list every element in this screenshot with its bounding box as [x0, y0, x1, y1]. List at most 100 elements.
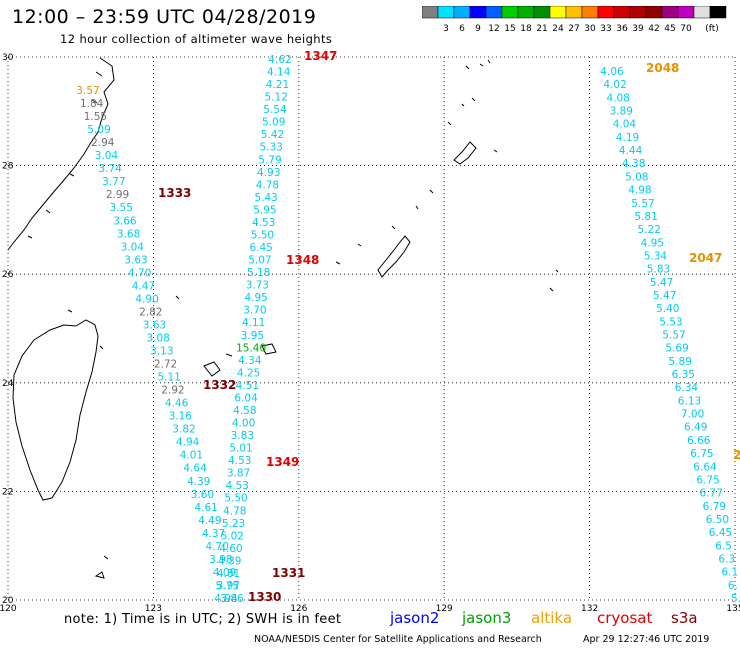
- wave-height-value: 4.53: [228, 455, 251, 467]
- wave-height-value: 4.58: [233, 405, 256, 417]
- wave-height-value: 6.50: [706, 514, 729, 526]
- wave-height-value: 3.55: [110, 202, 133, 214]
- legend-jason3: jason3: [462, 609, 512, 627]
- wave-height-value: 4.19: [616, 132, 639, 144]
- colorbar-label: 6: [459, 24, 465, 34]
- wave-height-value: 2.72: [154, 359, 177, 371]
- wave-height-value: 5.: [731, 593, 740, 605]
- pass-number-label: 2047: [689, 251, 722, 265]
- pass-number-label: 2048: [646, 61, 679, 75]
- wave-height-value: 4.53: [252, 217, 275, 229]
- wave-height-value: 6.13: [678, 395, 701, 407]
- colorbar-label: 15: [504, 24, 515, 34]
- wave-height-value: 5.89: [669, 356, 692, 368]
- longitude-tick-label: 135: [726, 604, 740, 614]
- longitude-tick-label: 126: [290, 604, 307, 614]
- colorbar-label: 12: [488, 24, 499, 34]
- wave-height-value: 4.47: [132, 280, 155, 292]
- wave-height-value: 4.64: [183, 463, 207, 475]
- wave-height-value: 5.09: [87, 124, 110, 136]
- colorbar-label: 33: [600, 24, 611, 34]
- wave-height-value: 3.86: [220, 593, 244, 605]
- longitude-tick-label: 132: [581, 604, 598, 614]
- latitude-tick-label: 30: [2, 53, 14, 63]
- wave-height-value: 5.43: [254, 192, 277, 204]
- okinawa-island: [377, 235, 411, 278]
- china-coastline: [7, 57, 115, 251]
- axis-tick-labels: 120 123 126 129 132 135 30 28 26 24 22 20: [0, 53, 740, 614]
- wave-height-value: 3.73: [246, 280, 269, 292]
- colorbar-label: 42: [648, 24, 659, 34]
- wave-height-value: 3.60: [191, 489, 214, 501]
- wave-height-value: 3.87: [227, 468, 250, 480]
- wave-height-value: 5.22: [638, 224, 661, 236]
- wave-height-value: 7.00: [681, 409, 704, 421]
- wave-height-value: 5.09: [262, 117, 285, 129]
- legend-jason2: jason2: [390, 609, 440, 627]
- wave-height-value: 3.77: [102, 176, 125, 188]
- latitude-tick-label: 28: [2, 162, 14, 172]
- wave-height-value: 3.04: [121, 241, 145, 253]
- wave-height-value: 5.83: [647, 264, 670, 276]
- wave-height-value: 4.02: [603, 79, 626, 91]
- track-trackC: 4.064.024.08 3.894.044.194.444.385.08 4.98…: [600, 66, 740, 605]
- latitude-tick-label: 26: [2, 270, 14, 280]
- colorbar-label: 45: [664, 24, 675, 34]
- wave-height-value: 5.01: [229, 443, 252, 455]
- wave-height-value: 3.66: [113, 215, 137, 227]
- sakishima-islands: [175, 295, 277, 377]
- wave-height-value: 4.25: [237, 367, 260, 379]
- wave-height-value: 6.75: [690, 448, 713, 460]
- wave-height-value: 3.63: [143, 319, 166, 331]
- wave-height-value: 3.74: [98, 163, 122, 175]
- wave-height-value: 2.99: [106, 189, 129, 201]
- wave-height-value: 4.78: [223, 505, 246, 517]
- track-trackB: 4.624.144.215.125.545.095.425.335.794.93…: [214, 54, 291, 605]
- legend-s3a: s3a: [671, 609, 698, 627]
- wave-height-value: 6.1: [721, 567, 738, 579]
- wave-height-value: 2.92: [161, 385, 184, 397]
- wave-height-value: 4.78: [256, 179, 279, 191]
- wave-height-value: 4.94: [214, 593, 238, 605]
- wave-height-value: 4.62: [268, 54, 291, 66]
- wave-height-value: 6.45: [709, 527, 732, 539]
- colorbar-unit: (ft): [705, 24, 719, 34]
- wave-height-value: 5.53: [659, 316, 682, 328]
- wave-height-value: 6.75: [696, 474, 719, 486]
- wave-height-value: 6.45: [249, 242, 272, 254]
- wave-height-value: 5.57: [662, 330, 685, 342]
- lat-lon-grid: [7, 56, 736, 601]
- wave-height-value: 4.44: [619, 145, 643, 157]
- wave-height-value: 4.81: [217, 568, 240, 580]
- pass-number-label: 1332: [203, 378, 236, 392]
- wave-height-value: 5.50: [251, 229, 274, 241]
- wave-height-value: 1.84: [80, 98, 104, 110]
- latitude-tick-label: 22: [2, 487, 13, 497]
- wave-height-value: 3.82: [172, 424, 195, 436]
- wave-height-value: 5.23: [222, 518, 245, 530]
- pass-labels: 1347 1333 1348 1332 1349 1331 1330 2048 2047 2: [158, 49, 740, 604]
- wave-height-value: 5.79: [258, 154, 281, 166]
- wave-height-value: 4.14: [267, 67, 291, 79]
- wave-height-value: 5.95: [253, 204, 276, 216]
- pass-number-label: 1347: [304, 49, 337, 63]
- wave-height-value: 5.12: [265, 92, 288, 104]
- track-trackA: 3.571.841.555.092.943.043.743.772.993.55…: [76, 85, 244, 605]
- wave-height-value: 5.40: [656, 303, 679, 315]
- wave-height-value: 3.98: [209, 554, 232, 566]
- credit-line: NOAA/NESDIS Center for Satellite Applica…: [254, 634, 542, 645]
- wave-height-value: 5.57: [631, 198, 654, 210]
- wave-height-value: 5.69: [665, 343, 688, 355]
- colorbar-label: 9: [475, 24, 481, 34]
- wave-height-value: 4.95: [641, 237, 664, 249]
- colorbar-label: 27: [568, 24, 579, 34]
- wave-height-value: 4.90: [135, 293, 158, 305]
- longitude-tick-label: 123: [145, 604, 162, 614]
- daito-islets: [549, 269, 559, 292]
- wave-height-value: 15.40: [236, 342, 266, 354]
- china-coast-islands: [27, 71, 103, 239]
- wave-height-value: 3.57: [76, 85, 99, 97]
- colorbar-swatch: [709, 6, 727, 19]
- latitude-tick-label: 20: [2, 596, 14, 606]
